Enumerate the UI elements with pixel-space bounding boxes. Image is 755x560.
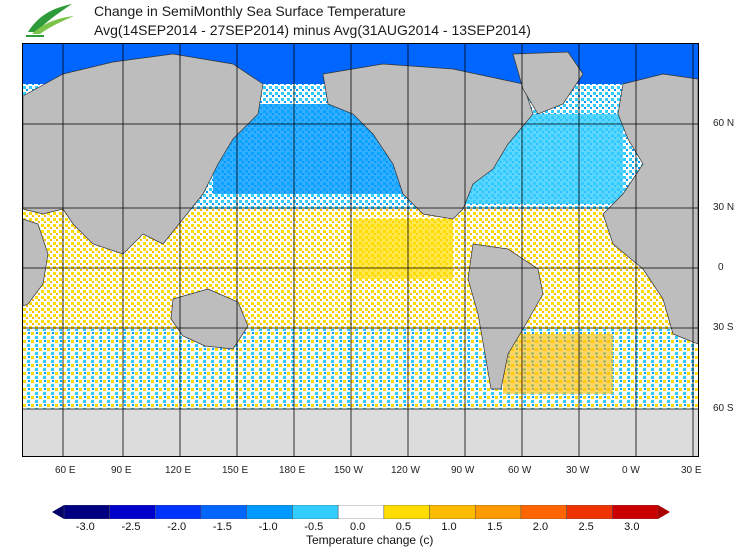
lat-label-60n: 60 N [713, 118, 735, 129]
lon-label-120w: 120 W [391, 465, 420, 476]
noaa-logo [26, 4, 74, 37]
land-greenland [512, 51, 584, 115]
lat-label-0: 0 [718, 262, 724, 273]
colorbar-title: Temperature change (c) [306, 533, 434, 547]
colorbar-swatch [109, 505, 156, 519]
lon-label-30e: 30 E [681, 465, 702, 476]
colorbar-swatch [246, 505, 293, 519]
lat-lon-grid [23, 44, 698, 456]
colorbar-overflow-arrow [658, 505, 670, 519]
lon-label-150w: 150 W [334, 465, 363, 476]
lon-label-0w: 0 W [622, 465, 640, 476]
colorbar-swatch [566, 505, 613, 519]
colorbar-swatch [474, 505, 522, 519]
colorbar-tick-label: -2.0 [167, 521, 187, 533]
colorbar-swatch [155, 505, 202, 519]
colorbar-swatch [383, 505, 430, 519]
lon-label-30w: 30 W [566, 465, 590, 476]
land-europe-africa [602, 73, 698, 345]
chart-title: Change in SemiMonthly Sea Surface Temper… [94, 3, 406, 19]
colorbar [52, 505, 670, 519]
colorbar-swatch [292, 505, 339, 519]
land-north-america [322, 63, 534, 220]
lat-label-30s: 30 S [713, 322, 734, 333]
lat-label-60s: 60 S [713, 403, 734, 414]
colorbar-swatch [200, 505, 248, 519]
colorbar-tick-label: 1.0 [441, 521, 457, 533]
colorbar-swatch [337, 505, 385, 519]
map-canvas [23, 44, 698, 456]
chart-subtitle: Avg(14SEP2014 - 27SEP2014) minus Avg(31A… [94, 22, 531, 38]
ocean-band-south-atlantic-warm [503, 334, 613, 394]
colorbar-swatch [429, 505, 476, 519]
land-africa-east [23, 218, 49, 307]
colorbar-tick-label: -3.0 [75, 521, 95, 533]
lon-label-90w: 90 W [451, 465, 475, 476]
colorbar-swatch [520, 505, 567, 519]
antarctic-ice [23, 409, 698, 456]
land-eurasia [23, 53, 264, 255]
colorbar-tick-label: -2.5 [121, 521, 141, 533]
colorbar-tick-label: -1.5 [212, 521, 232, 533]
ocean-band-east-pacific-warm [353, 219, 453, 279]
colorbar-tick-label: 2.0 [532, 521, 549, 533]
colorbar-tick-label: 1.5 [487, 521, 503, 533]
colorbar-underflow-arrow [52, 505, 64, 519]
colorbar-tick-label: -1.0 [258, 521, 278, 533]
lon-label-90e: 90 E [111, 465, 132, 476]
colorbar-tick-label: 3.0 [624, 521, 640, 533]
colorbar-tick-label: 0.0 [350, 521, 366, 533]
colorbar-tick-label: -0.5 [304, 521, 324, 533]
colorbar-swatch [63, 505, 110, 519]
lon-label-60w: 60 W [508, 465, 532, 476]
colorbar-tick-label: 0.5 [395, 521, 411, 533]
colorbar-tick-label: 2.5 [578, 521, 594, 533]
sst-map [22, 43, 699, 457]
lon-label-150e: 150 E [222, 465, 249, 476]
colorbar-swatch [612, 505, 659, 519]
land-australia [170, 288, 249, 350]
lat-label-30n: 30 N [713, 202, 735, 213]
land-masses [23, 51, 698, 390]
lon-label-180e: 180 E [279, 465, 306, 476]
lon-label-120e: 120 E [165, 465, 192, 476]
lon-label-60e: 60 E [55, 465, 76, 476]
land-south-america [467, 243, 544, 390]
